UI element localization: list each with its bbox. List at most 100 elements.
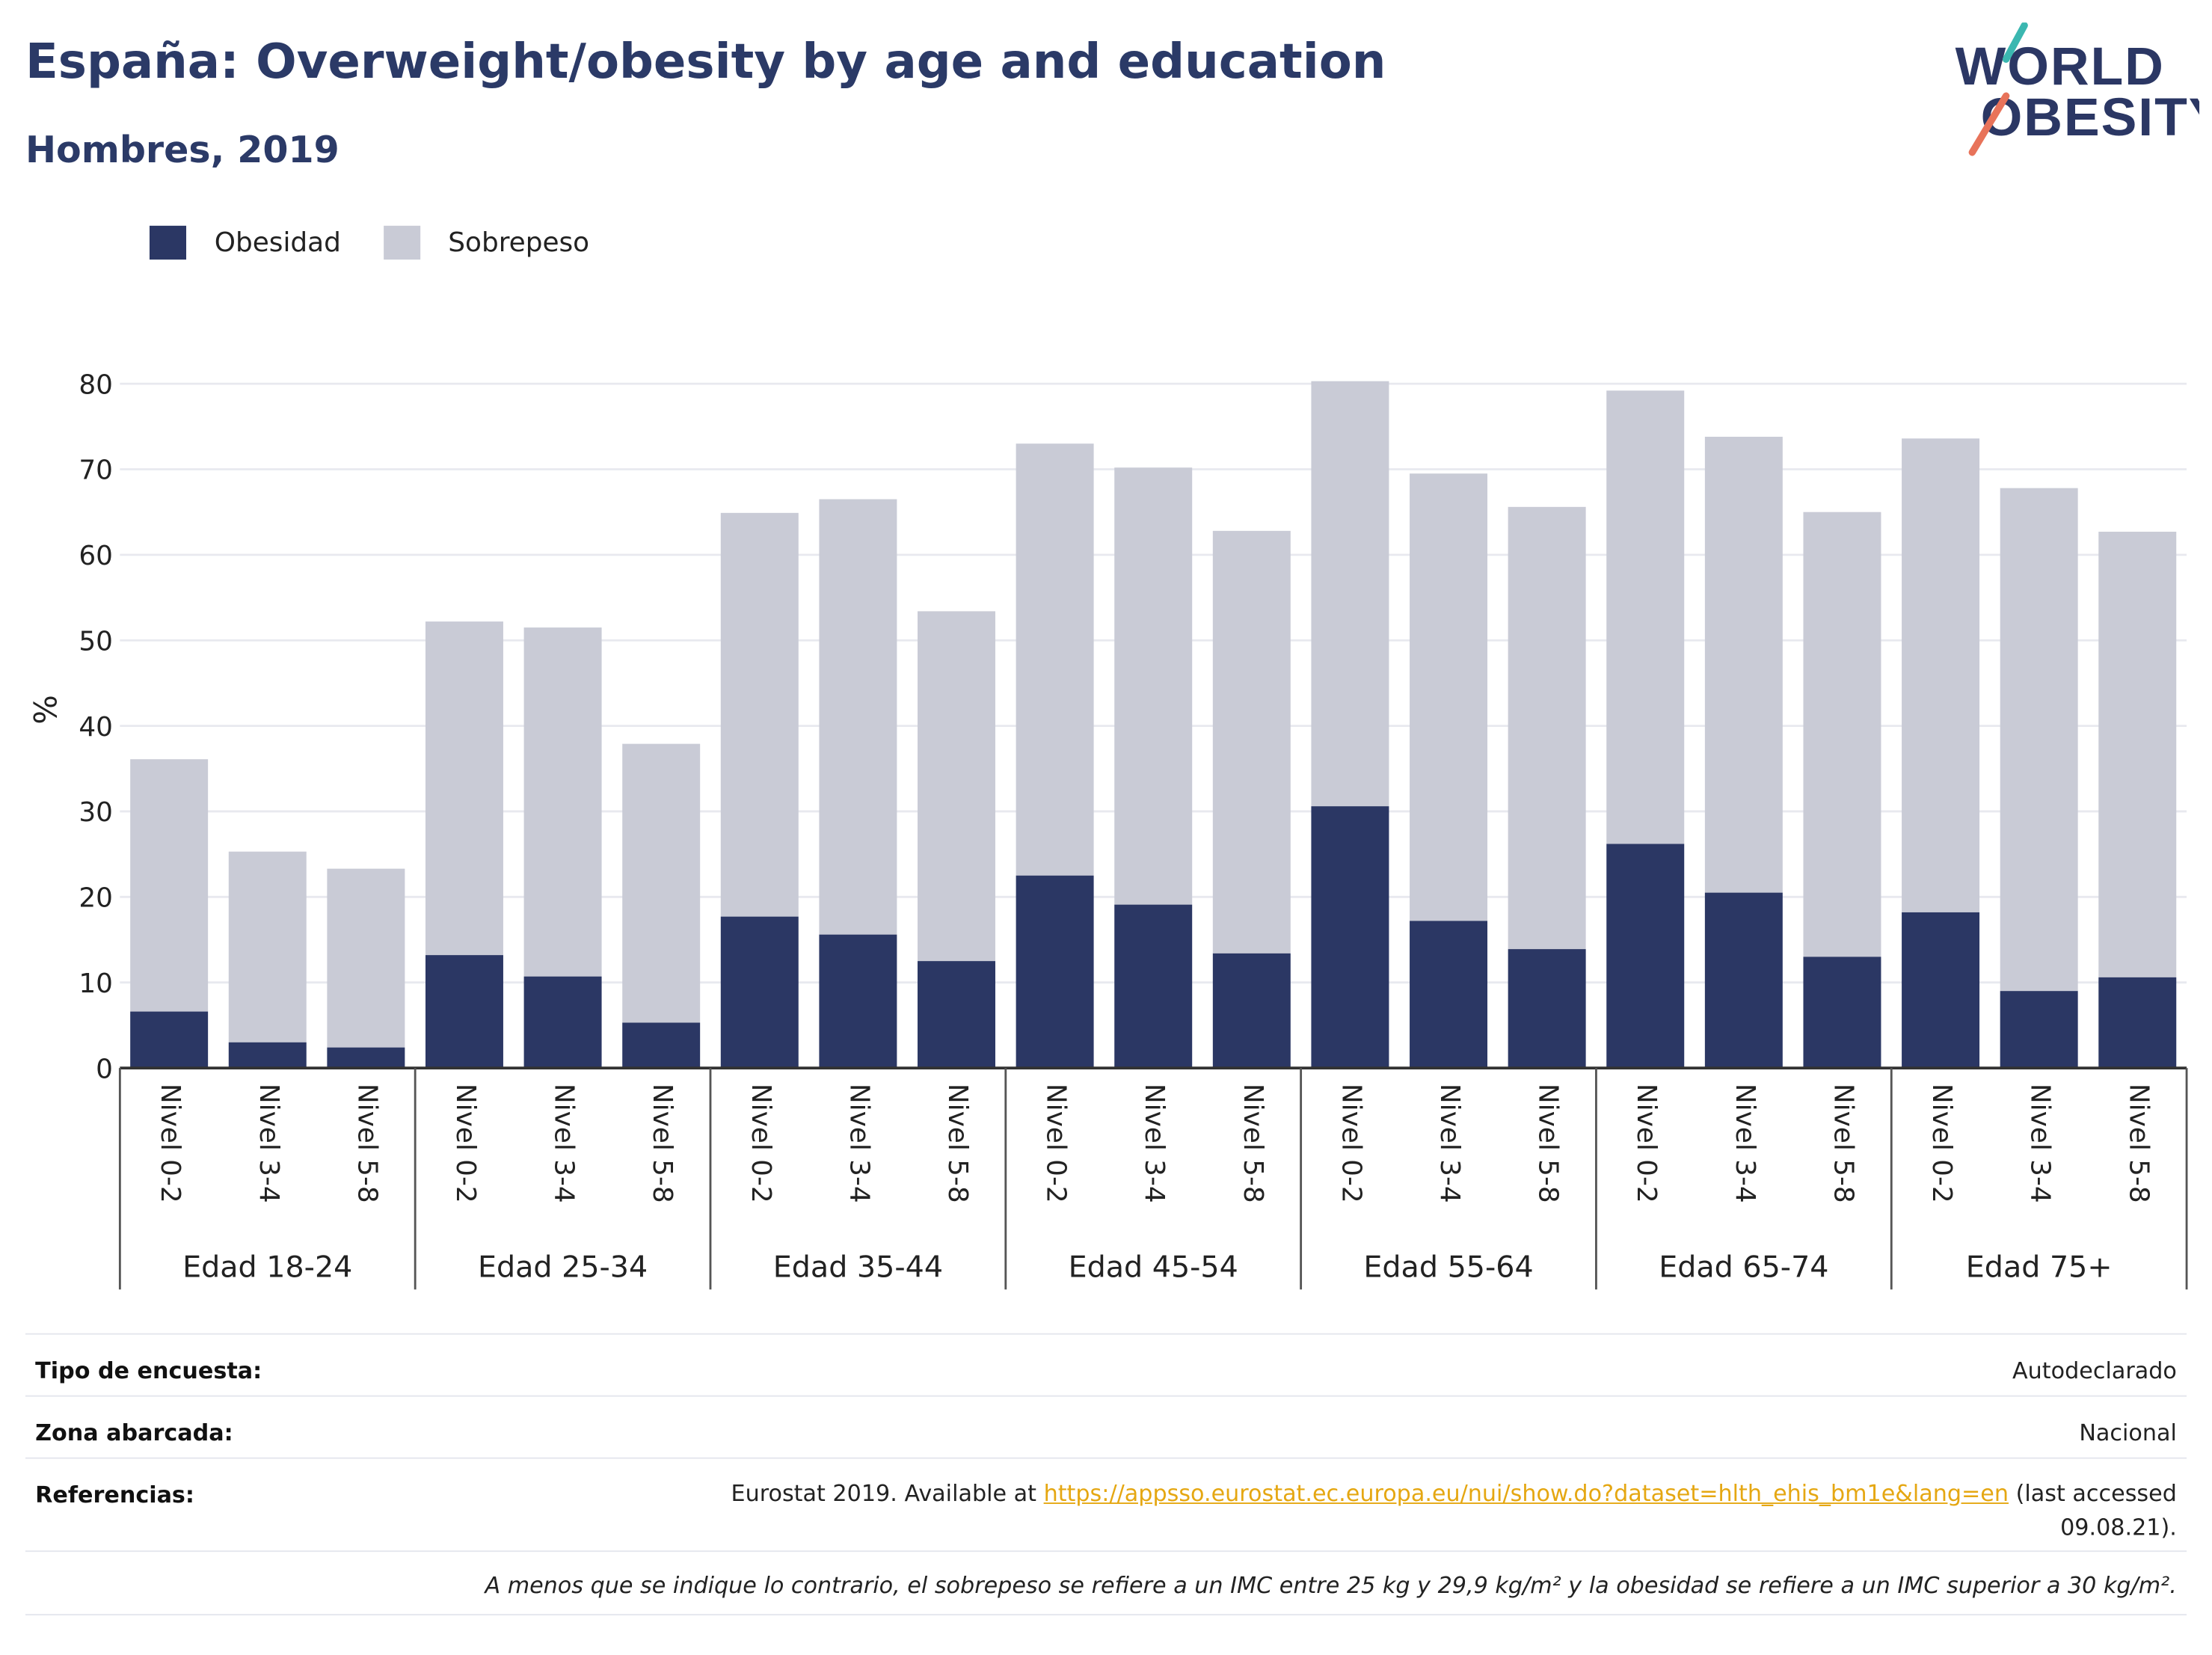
- bar-overweight: [1902, 438, 1980, 912]
- y-tick-label: 20: [79, 883, 113, 914]
- bar-overweight: [819, 499, 897, 935]
- x-tick-label: Nivel 5-8: [2123, 1084, 2154, 1203]
- bar-overweight: [1606, 390, 1685, 844]
- bar-overweight: [622, 743, 701, 1023]
- x-tick-label: Nivel 3-4: [1139, 1084, 1170, 1203]
- bar-overweight: [918, 611, 995, 962]
- logo-line2: OBESITY: [1981, 87, 2199, 147]
- x-tick-label: Nivel 3-4: [1434, 1084, 1465, 1203]
- area-label: Zona abarcada:: [35, 1419, 233, 1446]
- definition-note: A menos que se indique lo contrario, el …: [485, 1571, 2177, 1599]
- x-tick-label: Nivel 5-8: [1533, 1084, 1564, 1203]
- logo-slash-coral: [1968, 92, 2010, 156]
- bar-obesity: [1803, 957, 1881, 1069]
- ref-line2: 09.08.21).: [2060, 1514, 2177, 1541]
- world-obesity-logo: WORLD OBESITY: [1956, 22, 2199, 156]
- x-tick-label: Nivel 0-2: [155, 1084, 185, 1203]
- x-tick-label: Nivel 0-2: [746, 1084, 776, 1203]
- bar-chart: 0 10 20 30 40 50 60 70 80% Nivel 0-2 Nivel 3-4 Nive…: [27, 369, 2188, 1290]
- bar-overweight: [130, 759, 209, 1012]
- bar-obesity: [1606, 844, 1685, 1069]
- ref-prefix: Eurostat 2019. Available at: [731, 1479, 1044, 1507]
- bar-obesity: [1311, 806, 1389, 1069]
- bar-obesity: [327, 1047, 405, 1069]
- meta-row-survey: Tipo de encuesta: Autodeclarado: [25, 1333, 2187, 1397]
- x-tick-label: Nivel 0-2: [1926, 1084, 1957, 1203]
- bar-overweight: [1803, 512, 1881, 957]
- bar-overweight: [327, 868, 405, 1048]
- area-value: Nacional: [2079, 1419, 2177, 1446]
- meta-row-references: Referencias: Eurostat 2019. Available at…: [25, 1457, 2187, 1552]
- legend-item-obesity[interactable]: Obesidad: [149, 225, 341, 260]
- legend-item-overweight[interactable]: Sobrepeso: [383, 225, 589, 260]
- bar-obesity: [1114, 904, 1193, 1069]
- y-tick-label: 80: [79, 369, 113, 400]
- logo-slash-teal: [2002, 22, 2028, 63]
- bar-overweight: [1704, 437, 1783, 893]
- y-tick-label: 70: [79, 455, 113, 486]
- y-tick-label: 50: [79, 626, 113, 657]
- x-tick-label: Nivel 0-2: [1631, 1084, 1662, 1203]
- group-label: Edad 45-54: [1069, 1250, 1238, 1284]
- group-label: Edad 65-74: [1659, 1250, 1828, 1284]
- y-tick-label: 60: [79, 541, 113, 571]
- x-tick-label: Nivel 5-8: [351, 1084, 382, 1203]
- group-label: Edad 55-64: [1363, 1250, 1533, 1284]
- y-axis-label: %: [27, 695, 64, 724]
- bar-overweight: [720, 512, 799, 917]
- x-tick-label: Nivel 3-4: [549, 1084, 580, 1203]
- bar-overweight: [1410, 473, 1488, 921]
- bar-obesity: [523, 976, 602, 1069]
- chart-subtitle: Hombres, 2019: [25, 129, 340, 173]
- group-label: Edad 25-34: [478, 1250, 648, 1284]
- bar-obesity: [622, 1022, 701, 1069]
- legend-swatch-obesity: [149, 225, 187, 260]
- bar-obesity: [819, 934, 897, 1069]
- x-tick-label: Nivel 5-8: [942, 1084, 973, 1203]
- logo-line1: WORLD: [1956, 37, 2165, 96]
- bar-obesity: [720, 916, 799, 1069]
- chart-title: España: Overweight/obesity by age and ed…: [25, 34, 1386, 90]
- x-tick-label: Nivel 3-4: [254, 1084, 284, 1203]
- bar-obesity: [425, 955, 503, 1069]
- x-tick-label: Nivel 0-2: [1336, 1084, 1366, 1203]
- references-label: Referencias:: [35, 1481, 194, 1508]
- bar-overweight: [1311, 381, 1389, 807]
- bar-overweight: [1508, 506, 1586, 950]
- legend-swatch-overweight: [383, 225, 420, 260]
- meta-row-area: Zona abarcada: Nacional: [25, 1395, 2187, 1459]
- x-tick-label: Nivel 0-2: [1041, 1084, 1072, 1203]
- bar-obesity: [2000, 991, 2078, 1069]
- group-label: Edad 35-44: [773, 1250, 943, 1284]
- survey-value: Autodeclarado: [2012, 1357, 2177, 1384]
- x-tick-label: Nivel 3-4: [2025, 1084, 2056, 1203]
- bar-overweight: [425, 621, 503, 956]
- group-label: Edad 75+: [1966, 1250, 2113, 1284]
- bar-obesity: [1212, 953, 1291, 1069]
- x-tick-label: Nivel 5-8: [1238, 1084, 1268, 1203]
- bar-overweight: [1016, 443, 1094, 876]
- bar-overweight: [1212, 530, 1291, 954]
- bar-obesity: [1410, 921, 1488, 1069]
- bar-obesity: [1016, 875, 1094, 1069]
- x-tick-label: Nivel 3-4: [1730, 1084, 1760, 1203]
- y-tick-label: 10: [79, 968, 113, 999]
- bar-obesity: [1508, 949, 1586, 1069]
- meta-row-note: A menos que se indique lo contrario, el …: [25, 1550, 2187, 1616]
- bar-overweight: [523, 627, 602, 977]
- x-tick-label: Nivel 5-8: [647, 1084, 678, 1203]
- bar-obesity: [1902, 912, 1980, 1069]
- bar-obesity: [130, 1011, 209, 1069]
- ref-link[interactable]: https://appsso.eurostat.ec.europa.eu/nui…: [1043, 1479, 2009, 1507]
- references-value: Eurostat 2019. Available at https://apps…: [731, 1477, 2177, 1545]
- y-tick-label: 0: [96, 1054, 113, 1084]
- x-tick-label: Nivel 3-4: [844, 1084, 874, 1203]
- bar-overweight: [1114, 467, 1193, 905]
- bar-obesity: [228, 1042, 307, 1069]
- y-tick-label: 40: [79, 712, 113, 743]
- bar-overweight: [2000, 488, 2078, 992]
- y-tick-label: 30: [79, 797, 113, 828]
- bar-overweight: [2098, 531, 2177, 977]
- x-tick-label: Nivel 0-2: [450, 1084, 481, 1203]
- bar-overweight: [228, 851, 307, 1043]
